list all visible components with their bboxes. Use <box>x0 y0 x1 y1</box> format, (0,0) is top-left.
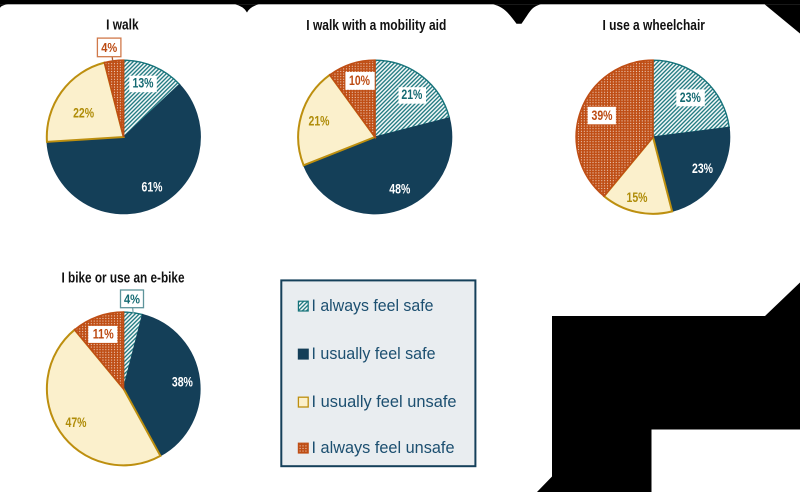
svg-text:I usually feel unsafe: I usually feel unsafe <box>312 392 457 411</box>
svg-text:23%: 23% <box>680 90 701 105</box>
svg-text:13%: 13% <box>133 75 154 90</box>
svg-text:61%: 61% <box>142 179 163 194</box>
svg-text:I walk: I walk <box>106 18 139 34</box>
svg-text:15%: 15% <box>627 190 648 205</box>
svg-text:48%: 48% <box>389 181 410 196</box>
svg-text:21%: 21% <box>401 87 422 102</box>
svg-text:47%: 47% <box>66 415 87 430</box>
svg-text:10%: 10% <box>349 73 370 88</box>
svg-text:I bike or use an e-bike: I bike or use an e-bike <box>62 271 185 287</box>
svg-text:39%: 39% <box>592 108 613 123</box>
svg-text:4%: 4% <box>124 292 140 307</box>
svg-text:38%: 38% <box>172 375 193 390</box>
svg-text:I usually feel safe: I usually feel safe <box>312 344 436 363</box>
svg-text:11%: 11% <box>93 326 114 341</box>
svg-text:I walk with a mobility aid: I walk with a mobility aid <box>306 18 446 34</box>
svg-text:21%: 21% <box>309 114 330 129</box>
svg-text:I always feel unsafe: I always feel unsafe <box>312 438 455 457</box>
svg-text:I use a wheelchair: I use a wheelchair <box>602 18 705 34</box>
svg-text:I always feel safe: I always feel safe <box>312 296 434 315</box>
svg-text:4%: 4% <box>101 40 117 55</box>
svg-text:22%: 22% <box>73 106 94 121</box>
svg-text:23%: 23% <box>692 161 713 176</box>
